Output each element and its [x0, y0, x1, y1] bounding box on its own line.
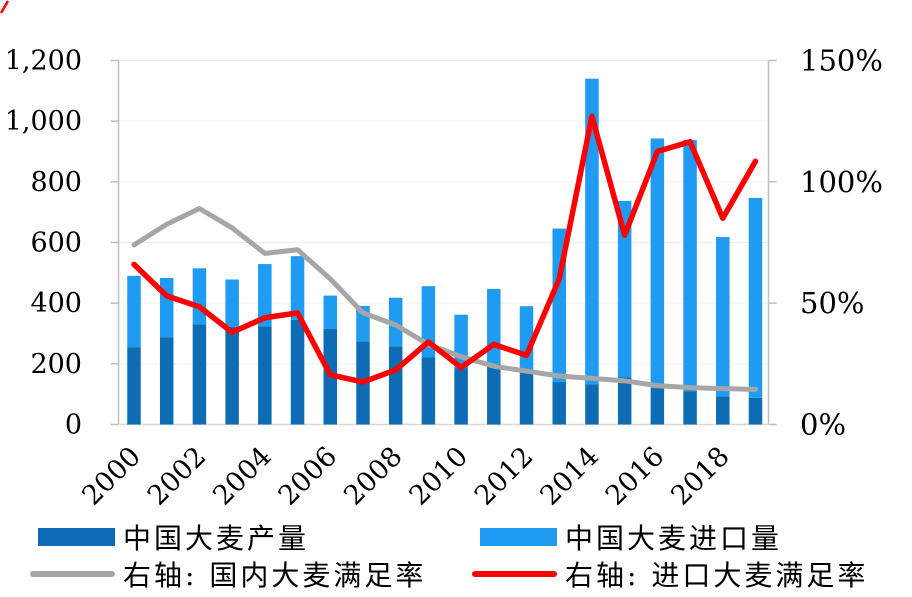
imports-bar [127, 275, 141, 348]
production-bar [748, 397, 763, 425]
left-axis-tick-label: 200 [30, 349, 82, 380]
production-bar [683, 391, 697, 425]
right-axis-tick-label: 0% [800, 408, 846, 442]
right-axis-tick-label: 150% [800, 44, 883, 78]
corner-artifact [0, 0, 10, 14]
x-axis-tick-label: 2016 [600, 441, 671, 512]
production-bar [454, 368, 468, 425]
production-bar [421, 357, 436, 425]
x-axis-tick-label: 2006 [273, 441, 344, 512]
left-axis-tick-label: 0 [65, 410, 82, 441]
right-axis-tick-label: 100% [800, 165, 883, 199]
right-axis-tick-label: 50% [800, 286, 864, 320]
legend-label-imports: 中国大麦进口量 [565, 522, 783, 555]
x-axis-tick-label: 2002 [142, 441, 213, 512]
production-bar [127, 347, 141, 425]
domestic-rate-line-swatch-icon [30, 571, 115, 577]
imports-bar [683, 139, 697, 392]
imports-bar [487, 288, 501, 364]
import-rate-line [131, 113, 759, 385]
production-bar [192, 324, 207, 425]
production-bar [290, 319, 305, 425]
production-bar [159, 337, 174, 425]
left-axis-tick-label: 400 [30, 288, 82, 319]
imports-bar [323, 295, 338, 329]
x-axis-tick-label: 2008 [338, 441, 409, 512]
x-axis-tick-label: 2018 [665, 441, 736, 512]
legend-label-import-rate: 右轴: 进口大麦满足率 [565, 559, 869, 592]
imports-bar [748, 197, 763, 398]
imports-bar [650, 138, 665, 389]
production-bar-swatch-icon [38, 528, 115, 546]
x-axis-tick-label: 2014 [534, 441, 605, 512]
imports-bar [225, 279, 239, 327]
production-bar [552, 382, 566, 425]
left-axis-tick-label: 600 [30, 228, 82, 259]
imports-bar [290, 256, 305, 320]
x-axis-tick-label: 2004 [207, 441, 278, 512]
legend-item-imports: 中国大麦进口量 [480, 517, 782, 557]
imports-bar [716, 237, 730, 397]
production-bar [617, 377, 632, 425]
legend-item-import-rate: 右轴: 进口大麦满足率 [472, 554, 868, 594]
imports-bar [258, 264, 272, 327]
x-axis-tick-label: 2000 [76, 441, 147, 512]
production-bar [258, 326, 272, 425]
imports-bar [388, 297, 403, 347]
legend-item-domestic-rate: 右轴: 国内大麦满足率 [30, 554, 426, 594]
legend-label-domestic-rate: 右轴: 国内大麦满足率 [123, 559, 427, 592]
x-axis-tick-label: 2012 [469, 441, 540, 512]
legend-item-production: 中国大麦产量 [38, 517, 309, 557]
imports-bar-swatch-icon [480, 528, 557, 546]
left-axis-tick-label: 1,000 [5, 106, 82, 137]
production-bar [650, 388, 665, 425]
legend-label-production: 中国大麦产量 [123, 522, 310, 555]
production-bar [487, 363, 501, 425]
import-rate-line-swatch-icon [472, 571, 557, 577]
production-bar [585, 384, 599, 425]
imports-bar [192, 268, 207, 325]
imports-bar [159, 277, 174, 338]
left-axis-tick-label: 800 [30, 167, 82, 198]
production-bar [716, 396, 730, 425]
production-bar [225, 326, 239, 425]
domestic-rate-line [131, 206, 758, 392]
imports-bar [617, 200, 632, 378]
x-axis-tick-label: 2010 [404, 441, 475, 512]
production-bar [519, 370, 534, 425]
imports-bar [585, 78, 599, 385]
left-axis-tick-label: 1,200 [5, 46, 82, 77]
production-bar [388, 346, 403, 425]
